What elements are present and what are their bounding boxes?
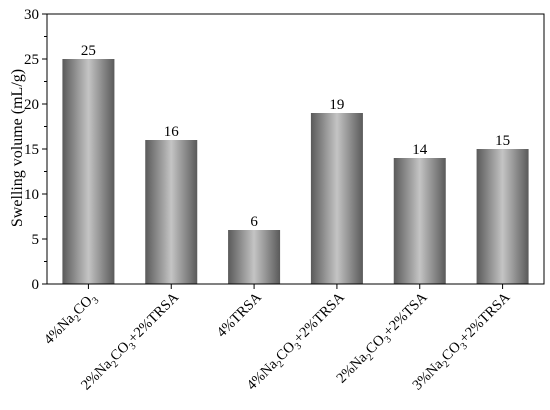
bar-5 [393, 158, 446, 284]
data-label-4: 19 [329, 97, 344, 113]
bar-6 [476, 149, 529, 284]
data-label-5: 14 [412, 142, 428, 158]
category-label-1: 4%Na2CO3 [41, 290, 101, 350]
bar-3 [228, 230, 281, 284]
data-label-2: 16 [164, 124, 180, 140]
data-label-3: 6 [250, 214, 258, 230]
data-label-6: 15 [495, 133, 510, 149]
category-label-3: 4%TRSA [214, 289, 266, 341]
y-axis-label: Swelling volume (mL/g) [9, 69, 26, 227]
y-tick-label-25: 25 [24, 52, 39, 68]
data-label-1: 25 [81, 43, 96, 59]
bar-2 [145, 140, 198, 284]
y-tick-label-20: 20 [24, 97, 39, 113]
y-tick-label-15: 15 [24, 142, 39, 158]
y-tick-label-5: 5 [32, 232, 40, 248]
plot-frame [46, 13, 545, 285]
bar-4 [310, 113, 363, 284]
y-tick-label-10: 10 [24, 187, 39, 203]
plot-area: 251661914150510152025304%Na2CO32%Na2CO3+… [24, 7, 545, 393]
bar-1 [62, 59, 115, 284]
y-tick-label-30: 30 [24, 7, 39, 23]
y-tick-label-0: 0 [32, 277, 40, 293]
